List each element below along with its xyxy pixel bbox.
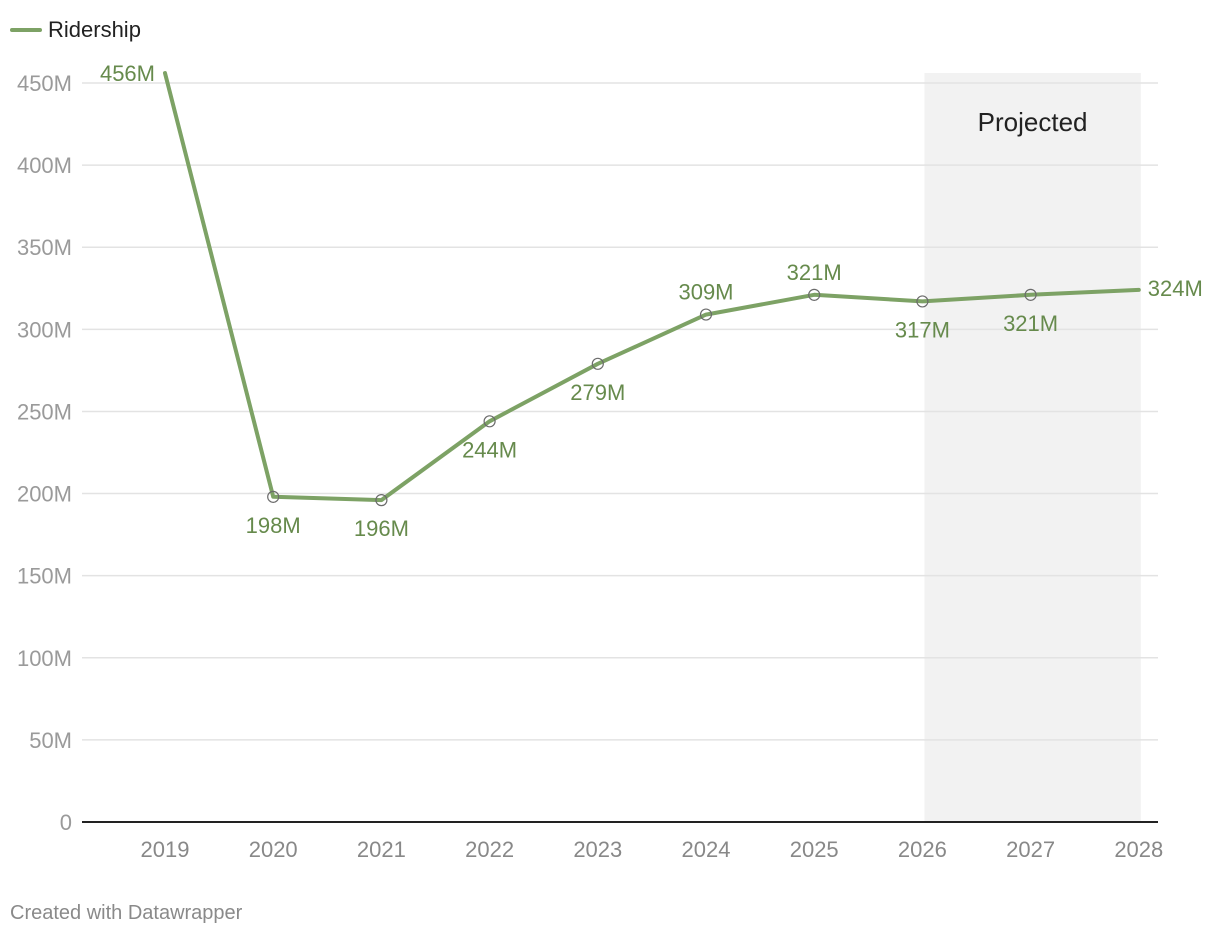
y-tick-label: 300M — [17, 317, 72, 342]
y-tick-label: 100M — [17, 646, 72, 671]
x-tick-label: 2023 — [573, 837, 622, 862]
legend-label: Ridership — [48, 17, 141, 42]
data-label: 324M — [1148, 276, 1203, 301]
y-tick-label: 450M — [17, 71, 72, 96]
footer-credit: Created with Datawrapper — [10, 902, 243, 924]
x-tick-label: 2025 — [790, 837, 839, 862]
y-tick-label: 150M — [17, 564, 72, 589]
legend-swatch — [10, 28, 42, 32]
data-label: 321M — [1003, 311, 1058, 336]
data-label: 456M — [100, 61, 155, 86]
x-tick-label: 2022 — [465, 837, 514, 862]
data-label: 321M — [787, 260, 842, 285]
projected-region — [924, 73, 1141, 822]
x-tick-label: 2026 — [898, 837, 947, 862]
data-label: 279M — [570, 380, 625, 405]
y-tick-label: 0 — [60, 810, 72, 835]
series-line — [163, 71, 1141, 503]
x-tick-label: 2021 — [357, 837, 406, 862]
y-tick-label: 400M — [17, 153, 72, 178]
y-tick-label: 250M — [17, 399, 72, 424]
x-tick-label: 2027 — [1006, 837, 1055, 862]
data-label: 309M — [678, 280, 733, 305]
x-tick-label: 2024 — [682, 837, 731, 862]
projected-label: Projected — [978, 107, 1088, 137]
data-label: 244M — [462, 437, 517, 462]
data-point — [1024, 288, 1037, 301]
data-label: 198M — [246, 513, 301, 538]
data-label: 317M — [895, 317, 950, 342]
y-tick-label: 50M — [29, 728, 72, 753]
data-label: 196M — [354, 516, 409, 541]
data-point — [591, 357, 604, 370]
data-point — [483, 415, 496, 428]
x-tick-label: 2019 — [141, 837, 190, 862]
x-tick-label: 2020 — [249, 837, 298, 862]
data-point — [808, 288, 821, 301]
y-tick-label: 200M — [17, 482, 72, 507]
data-point — [699, 308, 713, 321]
data-point — [375, 494, 388, 507]
y-tick-label: 350M — [17, 235, 72, 260]
data-point — [916, 295, 929, 308]
x-tick-label: 2028 — [1114, 837, 1163, 862]
legend: Ridership — [10, 16, 141, 44]
data-point — [267, 490, 280, 503]
